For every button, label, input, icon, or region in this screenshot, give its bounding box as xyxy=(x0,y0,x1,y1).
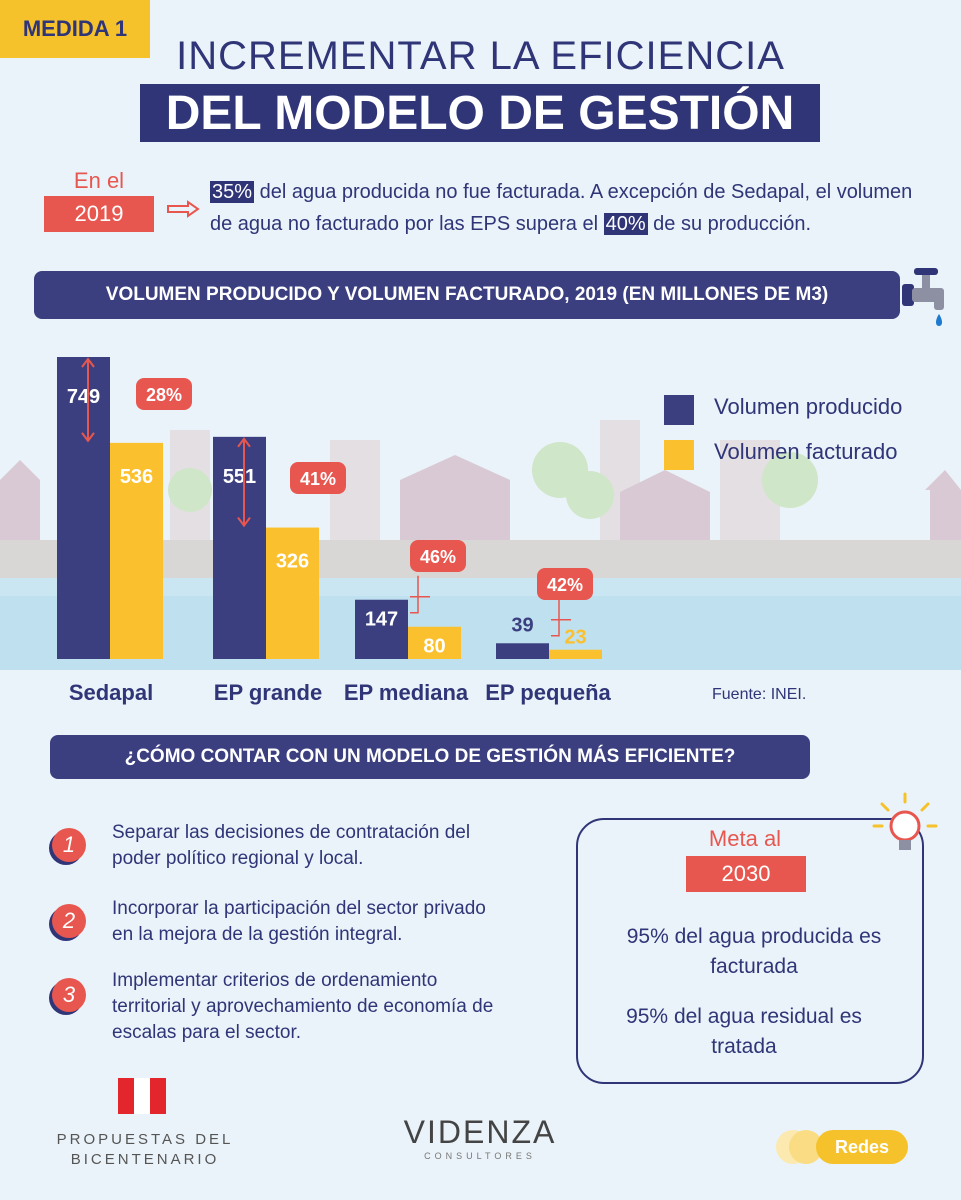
value-label-facturado: 23 xyxy=(564,627,586,649)
goal-label: Meta al xyxy=(708,826,782,851)
gap-arrow xyxy=(551,599,560,637)
videnza-sub: CONSULTORES xyxy=(424,1151,536,1161)
legend-label-producido: Volumen producido xyxy=(714,394,903,419)
list-item-line: en la mejora de la gestión integral. xyxy=(112,924,403,945)
logo-text: PROPUESTAS DEL xyxy=(56,1131,234,1148)
chart-title-bar xyxy=(34,271,900,319)
pct-not-billed: 35% xyxy=(210,181,255,203)
goal-item-2: 95% del agua residual es tratada xyxy=(572,1002,916,1062)
gap-arrow-head xyxy=(81,357,95,368)
lightbulb-icon xyxy=(872,792,938,850)
intro-prefix: En el xyxy=(73,168,125,193)
legend-swatch-facturado xyxy=(664,440,694,470)
source-note: Fuente: INEI. xyxy=(712,686,807,703)
value-label-producido: 39 xyxy=(511,614,533,636)
goal-text-line: 95% del agua producida es xyxy=(626,925,882,948)
gap-arrow-head xyxy=(237,516,251,528)
gap-badge-label: 46% xyxy=(420,547,456,567)
bicentenario-logo: PROPUESTAS DEL BICENTENARIO xyxy=(56,1130,234,1170)
list-item: Incorporar la participación del sector p… xyxy=(112,896,552,948)
bar-facturado xyxy=(266,527,319,659)
intro-text: 35% del agua producida no fue facturada.… xyxy=(210,176,940,240)
legend-swatch-producido xyxy=(664,395,694,425)
category-label: EP mediana xyxy=(343,680,469,705)
section2-title: ¿CÓMO CONTAR CON UN MODELO DE GESTIÓN MÁ… xyxy=(124,746,736,767)
title-highlight-box xyxy=(140,84,820,142)
list-item: Implementar criterios de ordenamiento te… xyxy=(112,968,552,1046)
value-label-facturado: 80 xyxy=(423,636,445,658)
title-line-1: INCREMENTAR LA EFICIENCIA xyxy=(176,34,785,78)
peru-flag-logo xyxy=(118,1078,166,1114)
videnza-logo: VIDENZA CONSULTORES xyxy=(390,1114,570,1161)
gap-badge-label: 41% xyxy=(300,469,336,489)
value-label-facturado: 326 xyxy=(276,551,309,573)
category-label: EP grande xyxy=(213,680,323,705)
medida-tag: MEDIDA 1 xyxy=(0,0,150,58)
list-item-line: Implementar criterios de ordenamiento xyxy=(112,970,438,991)
gap-badge-label: 28% xyxy=(146,385,182,405)
gap-badge xyxy=(136,378,192,410)
item-number-1: 1 xyxy=(52,828,86,862)
arrow-right-icon xyxy=(167,200,200,218)
bar-facturado xyxy=(408,626,461,659)
value-label-facturado: 536 xyxy=(120,466,153,488)
category-label: Sedapal xyxy=(68,680,154,705)
gap-badge xyxy=(290,462,346,494)
videnza-text: VIDENZA xyxy=(403,1114,557,1150)
category-label: EP pequeña xyxy=(485,680,611,705)
gap-arrow-head xyxy=(237,437,251,448)
intro-year: 2019 xyxy=(44,196,154,232)
gap-arrow-head xyxy=(81,432,95,443)
value-label-producido: 749 xyxy=(67,386,100,408)
goal-text-line: facturada xyxy=(710,955,798,978)
bar-chart: 749 536 28% 551 326 41% 147 80 46% 39 23 42% xyxy=(57,357,602,659)
gap-arrow xyxy=(410,575,419,614)
list-item-line: escalas para el sector. xyxy=(112,1022,302,1043)
list-item-line: poder político regional y local. xyxy=(112,848,364,869)
redes-badge: Redes xyxy=(816,1130,908,1164)
intro-text-a: del agua producida no fue facturada. A e… xyxy=(210,181,913,235)
item-number-2: 2 xyxy=(52,904,86,938)
logo-text: BICENTENARIO xyxy=(70,1151,220,1168)
goal-box xyxy=(576,818,924,1084)
list-item-line: territorial y aprovechamiento de economí… xyxy=(112,996,494,1017)
goal-text-line: 95% del agua residual es xyxy=(626,1005,862,1028)
goal-text-line: tratada xyxy=(711,1035,777,1058)
section2-title-bar xyxy=(50,735,810,779)
goal-year: 2030 xyxy=(686,856,806,892)
bar-producido xyxy=(57,357,110,659)
list-item-line: Incorporar la participación del sector p… xyxy=(112,898,486,919)
goal-item-1: 95% del agua producida es facturada xyxy=(582,922,926,982)
intro-text-b: de su producción. xyxy=(647,213,812,235)
value-label-producido: 147 xyxy=(365,609,398,631)
chart-title: VOLUMEN PRODUCIDO Y VOLUMEN FACTURADO, 2… xyxy=(105,284,829,305)
bar-producido xyxy=(355,599,408,659)
faucet-icon xyxy=(902,268,944,326)
bar-producido xyxy=(213,436,266,659)
bar-producido xyxy=(496,643,549,659)
bar-facturado xyxy=(549,649,602,659)
item-number-3: 3 xyxy=(52,978,86,1012)
pct-eps: 40% xyxy=(603,213,648,235)
gap-badge xyxy=(537,568,593,600)
list-item: Separar las decisiones de contratación d… xyxy=(112,820,552,872)
redes-circles-icon xyxy=(776,1130,823,1164)
list-item-line: Separar las decisiones de contratación d… xyxy=(112,822,471,843)
gap-badge xyxy=(410,540,466,572)
gap-badge-label: 42% xyxy=(547,575,583,595)
legend-label-facturado: Volumen facturado xyxy=(714,439,898,464)
bar-facturado xyxy=(110,442,163,659)
title-line-2: DEL MODELO DE GESTIÓN xyxy=(165,86,795,140)
value-label-producido: 551 xyxy=(223,466,256,488)
